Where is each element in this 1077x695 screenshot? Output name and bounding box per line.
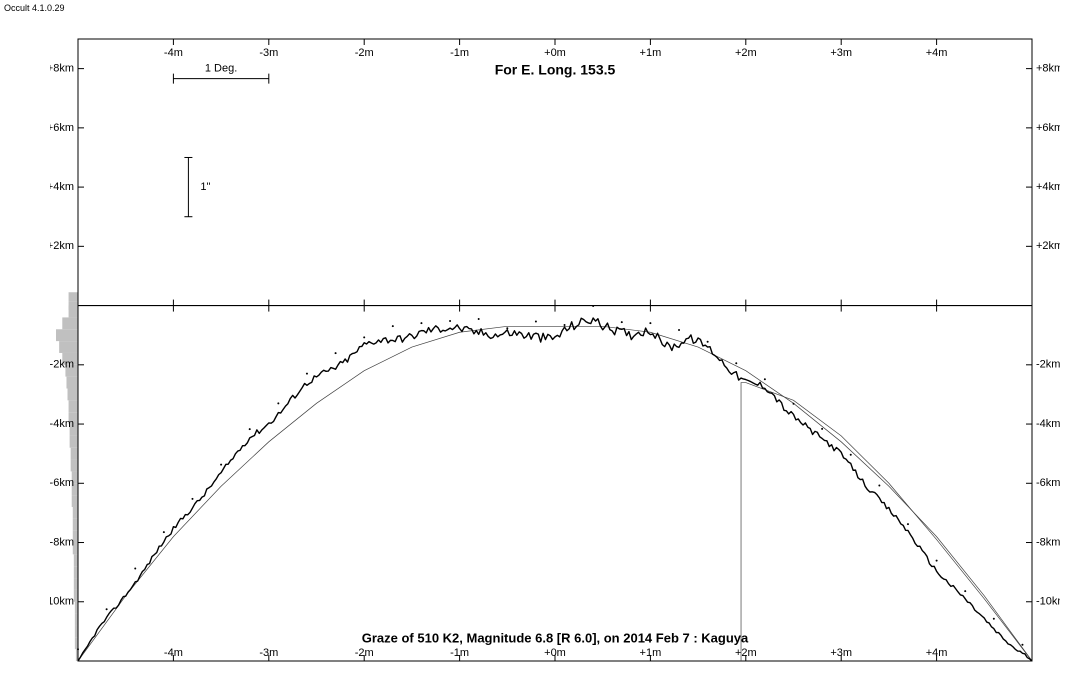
svg-text:-6km: -6km [50, 477, 74, 489]
profile-dot [335, 352, 337, 354]
svg-text:-1m: -1m [450, 47, 469, 59]
profile-dot [821, 428, 823, 430]
plot-frame [78, 39, 1032, 661]
profile-dot [707, 341, 709, 343]
svg-text:+4m: +4m [926, 47, 948, 59]
hist-bar [74, 578, 78, 590]
svg-text:+3m: +3m [830, 47, 852, 59]
chart-svg: -4m -4m -3m -3m -2m -2m -1m -1m +0m +0m +1m +1m +2m +… [50, 35, 1060, 665]
profile-dot [77, 648, 79, 650]
smooth-arc [78, 326, 1032, 661]
svg-text:-1m: -1m [450, 647, 469, 659]
profile-dot [106, 608, 108, 610]
svg-text:-4m: -4m [164, 47, 183, 59]
hist-bar [70, 436, 78, 448]
profile-dot [907, 523, 909, 525]
hist-bar [68, 389, 78, 401]
svg-text:+0m: +0m [544, 47, 566, 59]
hist-bar [56, 329, 78, 341]
profile-dot [506, 327, 508, 329]
profile-dot [735, 362, 737, 364]
inner-arc [741, 383, 1032, 661]
svg-text:-4km: -4km [50, 418, 74, 430]
profile-dot [249, 428, 251, 430]
hist-bar [74, 590, 78, 602]
svg-text:-6km: -6km [1036, 477, 1060, 489]
profile-dot [649, 322, 651, 324]
profile-dot [392, 325, 394, 327]
profile-dot [1021, 644, 1023, 646]
svg-text:+0m: +0m [544, 647, 566, 659]
svg-text:-2km: -2km [1036, 359, 1060, 371]
svg-text:-3m: -3m [259, 47, 278, 59]
profile-dot [764, 378, 766, 380]
limb-profile [78, 318, 1032, 661]
svg-text:-4m: -4m [164, 647, 183, 659]
svg-text:+2m: +2m [735, 647, 757, 659]
svg-text:-4km: -4km [1036, 418, 1060, 430]
svg-text:+4km: +4km [1036, 181, 1060, 193]
hist-bar [73, 507, 78, 519]
profile-dot [449, 320, 451, 322]
profile-dot [936, 560, 938, 562]
svg-text:+8km: +8km [50, 63, 74, 75]
profile-dot [850, 454, 852, 456]
svg-text:-10km: -10km [50, 596, 74, 608]
profile-dot [220, 464, 222, 466]
svg-text:+2km: +2km [50, 240, 74, 252]
profile-dot [163, 531, 165, 533]
hist-bar [71, 448, 78, 460]
chart-title: For E. Long. 153.5 [495, 62, 616, 78]
svg-text:+3m: +3m [830, 647, 852, 659]
svg-text:+2m: +2m [735, 47, 757, 59]
svg-text:+6km: +6km [50, 122, 74, 134]
svg-text:+1m: +1m [640, 47, 662, 59]
chart-container: -4m -4m -3m -3m -2m -2m -1m -1m +0m +0m +1m +1m +2m +… [50, 35, 1060, 665]
svg-text:+4km: +4km [50, 181, 74, 193]
profile-dot [134, 567, 136, 569]
hist-bar [74, 566, 78, 578]
svg-text:1": 1" [200, 181, 210, 193]
profile-dot [793, 403, 795, 405]
svg-text:+2km: +2km [1036, 240, 1060, 252]
profile-dot [306, 373, 308, 375]
svg-text:-2m: -2m [355, 47, 374, 59]
profile-dot [277, 402, 279, 404]
svg-text:1 Deg.: 1 Deg. [205, 63, 237, 75]
app-version: Occult 4.1.0.29 [4, 3, 65, 13]
profile-dot [592, 305, 594, 307]
hist-bar [71, 460, 78, 472]
hist-bar [59, 341, 78, 353]
profile-dot [678, 329, 680, 331]
profile-dot [191, 498, 193, 500]
svg-text:+1m: +1m [640, 647, 662, 659]
svg-text:-10km: -10km [1036, 596, 1060, 608]
hist-bar [69, 400, 78, 412]
profile-dot [478, 318, 480, 320]
hist-bar [66, 377, 78, 389]
profile-dot [621, 321, 623, 323]
hist-bar [73, 519, 78, 531]
hist-bar [72, 495, 78, 507]
hist-bar [62, 317, 78, 329]
svg-text:+8km: +8km [1036, 63, 1060, 75]
profile-dot [878, 485, 880, 487]
profile-dot [964, 590, 966, 592]
profile-dot [363, 336, 365, 338]
svg-text:-8km: -8km [1036, 536, 1060, 548]
svg-text:+6km: +6km [1036, 122, 1060, 134]
svg-text:-2m: -2m [355, 647, 374, 659]
svg-text:-8km: -8km [50, 536, 74, 548]
profile-dot [420, 322, 422, 324]
hist-bar [74, 554, 78, 566]
svg-text:-2km: -2km [50, 359, 74, 371]
profile-dot [564, 324, 566, 326]
profile-dot [535, 321, 537, 323]
bottom-caption: Graze of 510 K2, Magnitude 6.8 [R 6.0], … [362, 630, 749, 645]
svg-text:-3m: -3m [259, 647, 278, 659]
svg-text:+4m: +4m [926, 647, 948, 659]
profile-dot [993, 618, 995, 620]
